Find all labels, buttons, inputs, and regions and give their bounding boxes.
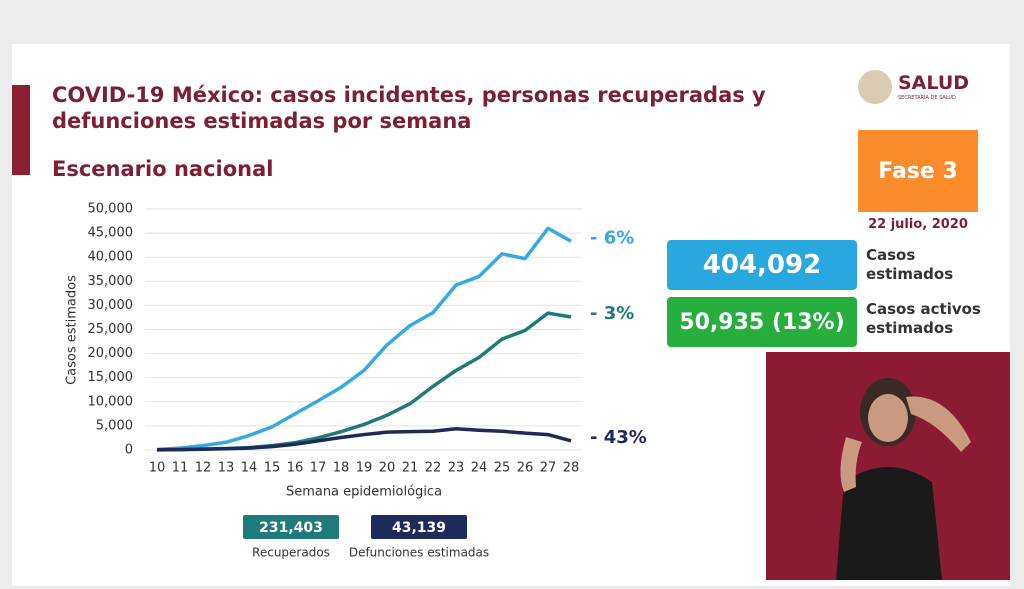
- logo-sub: SECRETARÍA DE SALUD: [898, 95, 956, 101]
- x-tick-label: 10: [149, 461, 166, 476]
- end-label: - 43%: [590, 427, 647, 448]
- x-tick-label: 27: [540, 461, 557, 476]
- date: 22 julio, 2020: [868, 217, 968, 232]
- x-tick-label: 23: [448, 461, 465, 476]
- subtitle: Escenario nacional: [52, 157, 274, 181]
- cases-label: Casos estimados: [866, 246, 954, 283]
- x-tick-label: 19: [356, 461, 373, 476]
- y-tick-label: 35,000: [88, 274, 134, 289]
- x-tick-label: 18: [333, 461, 350, 476]
- y-axis-label: Casos estimados: [65, 275, 80, 385]
- y-tick-label: 0: [125, 443, 133, 458]
- chart: Casos estimados Semana epidemiológica 0 5…: [65, 202, 647, 560]
- accent-bar: [12, 85, 30, 175]
- end-label: - 3%: [590, 303, 634, 324]
- legend-total: 231,403: [259, 520, 323, 536]
- legend-total: 43,139: [392, 520, 446, 536]
- logo-emblem: [858, 70, 892, 104]
- logo: SALUD: [898, 72, 970, 94]
- legend-name: Recuperados: [252, 546, 330, 560]
- x-tick-label: 22: [425, 461, 442, 476]
- x-tick-label: 26: [517, 461, 534, 476]
- x-tick-label: 14: [241, 461, 258, 476]
- y-tick-label: 15,000: [88, 370, 134, 385]
- x-tick-label: 20: [379, 461, 396, 476]
- y-tick-label: 45,000: [88, 226, 134, 241]
- series-line: [156, 427, 572, 452]
- x-tick-label: 25: [494, 461, 511, 476]
- y-tick-label: 30,000: [88, 298, 134, 313]
- x-tick-label: 21: [402, 461, 419, 476]
- y-tick-label: 20,000: [88, 346, 134, 361]
- active-label: Casos activos estimados: [866, 300, 981, 337]
- phase: Fase 3: [858, 130, 978, 212]
- x-axis-label: Semana epidemiológica: [286, 485, 442, 500]
- cases-box: 404,092: [667, 240, 857, 290]
- title: COVID-19 México: casos incidentes, perso…: [52, 83, 766, 133]
- x-tick-label: 12: [195, 461, 212, 476]
- legend-box: [243, 515, 339, 539]
- x-tick-label: 28: [563, 461, 580, 476]
- legend-name: Defunciones estimadas: [349, 546, 489, 560]
- x-tick-label: 24: [471, 461, 488, 476]
- series-line: [156, 311, 572, 452]
- series-line: [156, 226, 572, 452]
- x-tick-label: 11: [172, 461, 189, 476]
- y-tick-label: 10,000: [88, 394, 134, 409]
- x-tick-label: 13: [218, 461, 235, 476]
- end-label: - 6%: [590, 227, 634, 248]
- x-tick-label: 15: [264, 461, 281, 476]
- x-tick-label: 17: [310, 461, 327, 476]
- legend-box: [371, 515, 467, 539]
- y-tick-label: 25,000: [88, 322, 134, 337]
- y-tick-label: 5,000: [96, 418, 133, 433]
- y-tick-label: 40,000: [88, 250, 134, 265]
- y-tick-label: 50,000: [88, 202, 134, 217]
- x-tick-label: 16: [287, 461, 304, 476]
- active-box: 50,935 (13%): [667, 297, 857, 347]
- interpreter-video: [766, 352, 1010, 580]
